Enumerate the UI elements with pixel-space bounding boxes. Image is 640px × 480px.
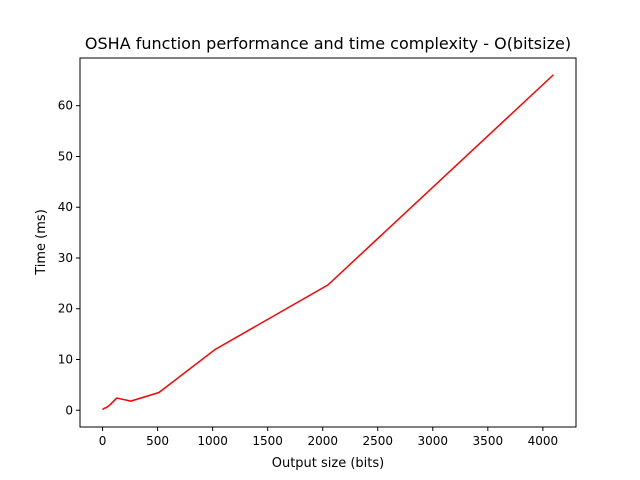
chart-title: OSHA function performance and time compl… xyxy=(85,34,571,53)
x-tick-label: 500 xyxy=(146,434,169,448)
y-tick-label: 0 xyxy=(65,403,73,417)
x-tick-label: 3500 xyxy=(473,434,504,448)
y-tick-label: 60 xyxy=(58,99,73,113)
x-tick-label: 3000 xyxy=(418,434,449,448)
y-tick-label: 40 xyxy=(58,200,73,214)
x-axis: 0 500 1000 1500 2000 2500 3000 3500 4000 xyxy=(99,427,558,448)
y-tick-label: 20 xyxy=(58,302,73,316)
y-axis: 0 10 20 30 40 50 60 xyxy=(58,99,80,417)
x-axis-label: Output size (bits) xyxy=(272,456,385,471)
x-tick-label: 2000 xyxy=(307,434,338,448)
plot-area xyxy=(101,74,554,411)
y-tick-label: 50 xyxy=(58,149,73,163)
x-tick-label: 0 xyxy=(99,434,107,448)
series-line xyxy=(101,74,554,411)
y-tick-label: 10 xyxy=(58,352,73,366)
x-tick-label: 1500 xyxy=(252,434,283,448)
y-axis-label: Time (ms) xyxy=(34,209,49,276)
y-tick-label: 30 xyxy=(58,251,73,265)
plot-frame xyxy=(79,57,577,428)
x-tick-label: 2500 xyxy=(362,434,393,448)
x-tick-label: 1000 xyxy=(197,434,228,448)
x-tick-label: 4000 xyxy=(528,434,559,448)
